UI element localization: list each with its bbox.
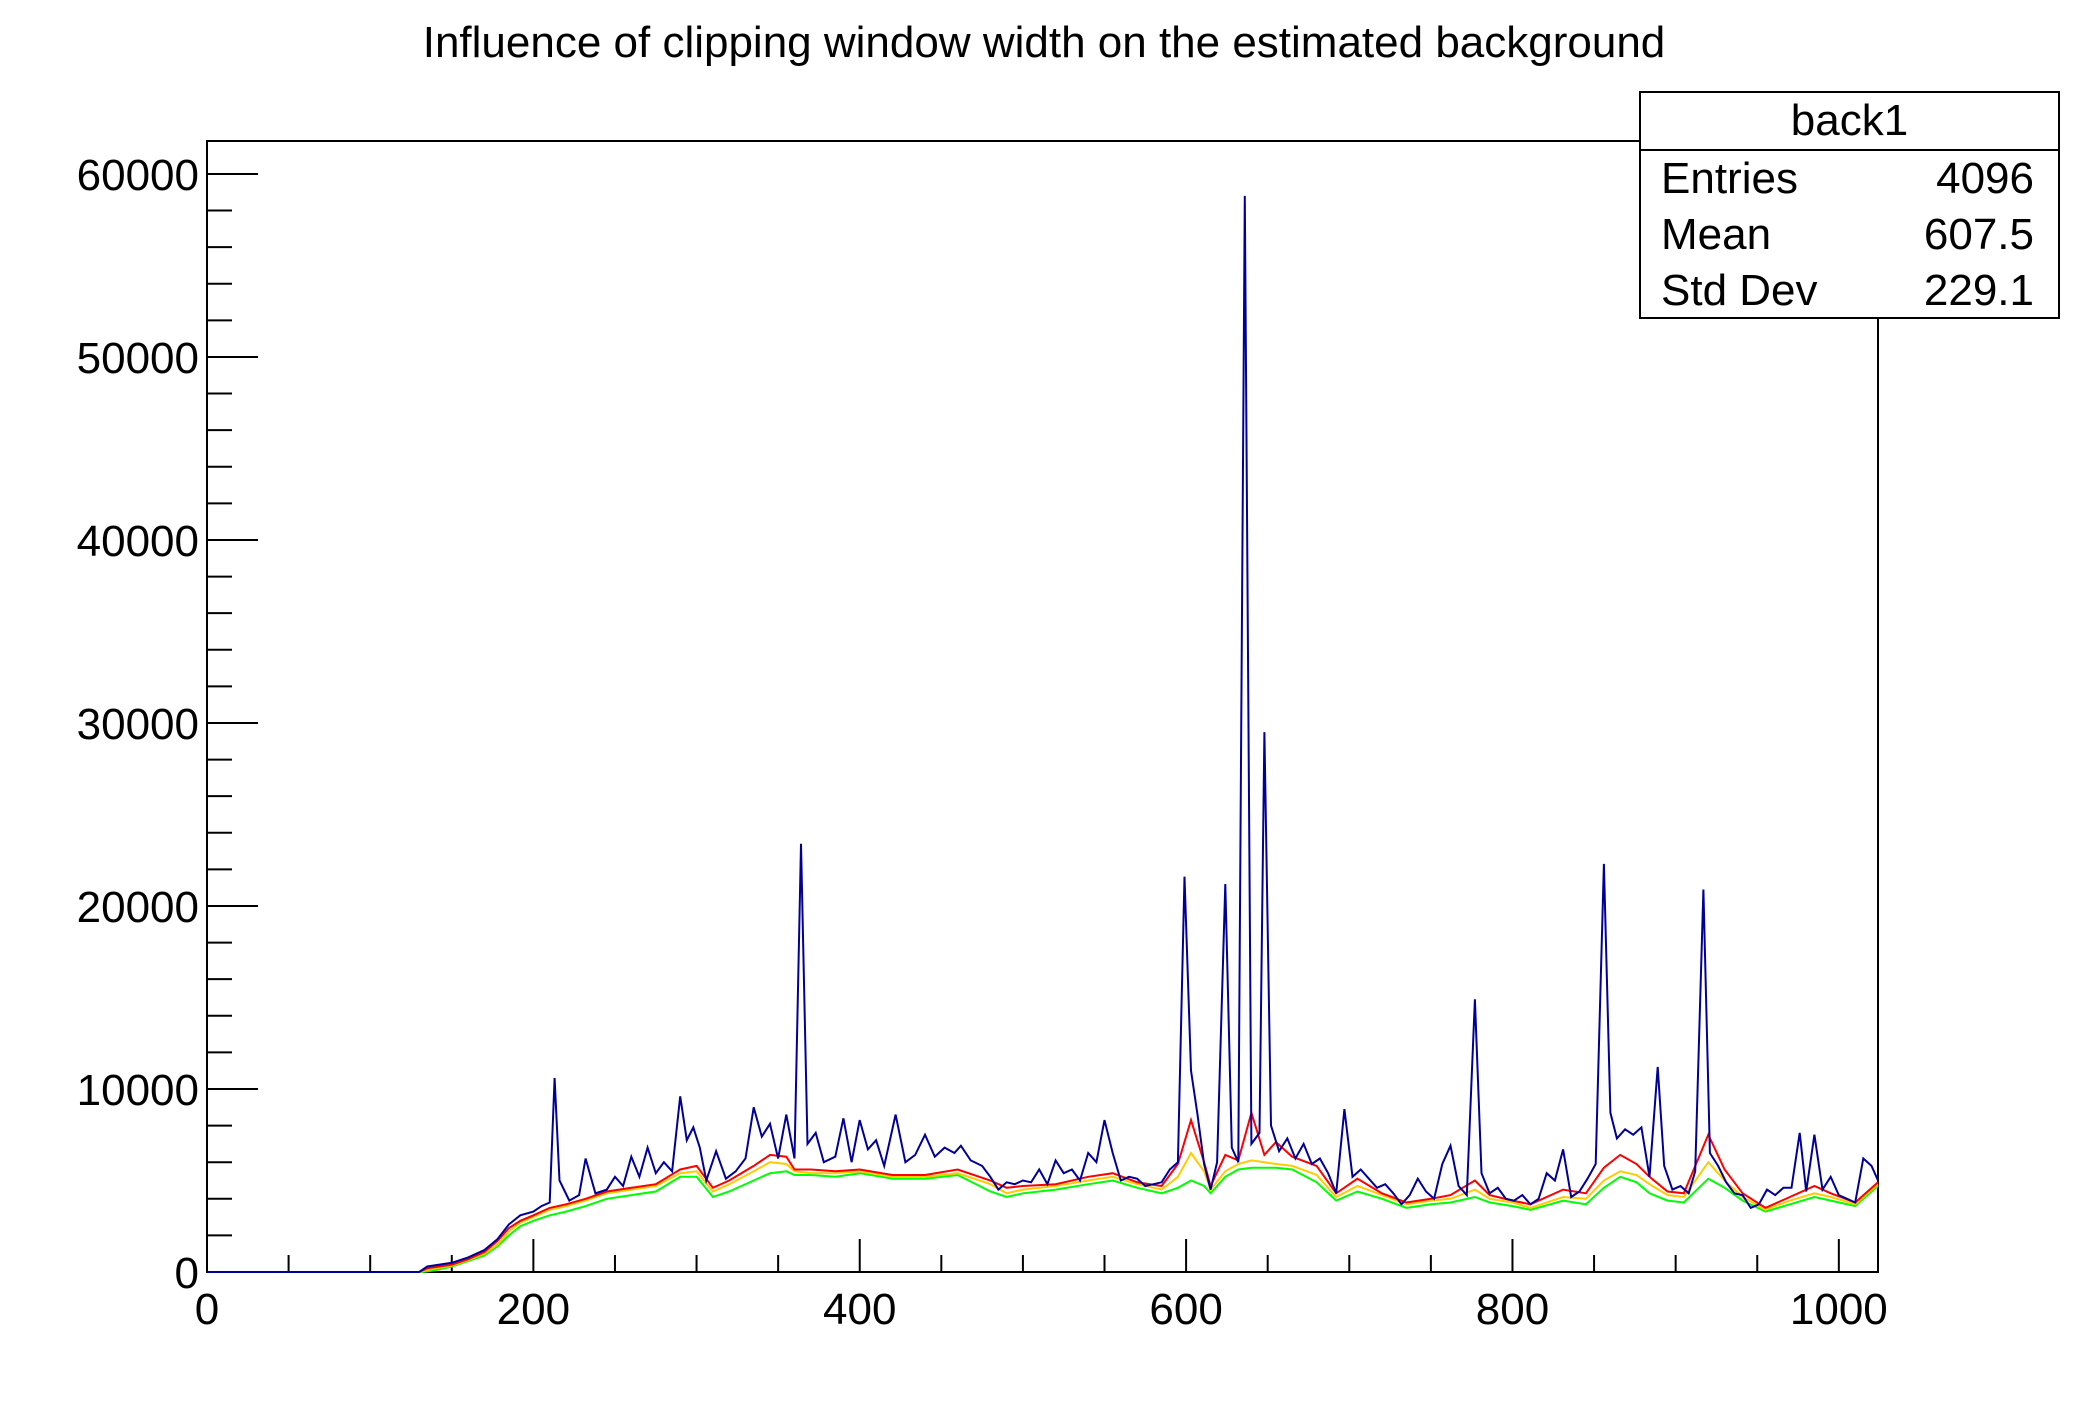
series-line [207,195,1879,1273]
y-tick-label: 30000 [77,700,199,749]
axes: 0 10000 20000 30000 40000 50000 60000 0 200 400 60… [77,140,1888,1334]
stats-row-entries: Entries 4096 [1641,151,2058,207]
stats-box-title: back1 [1641,93,2058,151]
x-tick-label: 400 [823,1285,896,1334]
stats-value: 229.1 [1923,266,2034,315]
plot-frame [206,140,1879,1273]
series-group [207,195,1879,1273]
x-tick-label: 0 [195,1285,219,1334]
y-tick-label: 50000 [77,334,199,383]
y-tick-label: 20000 [77,883,199,932]
stats-label: Mean [1661,210,1772,259]
x-tick-label: 600 [1149,1285,1222,1334]
x-tick-label: 200 [497,1285,570,1334]
x-tick-label: 1000 [1790,1285,1888,1334]
y-tick-label: 40000 [77,517,199,566]
y-tick-label: 60000 [77,151,199,200]
series-line [207,1151,1879,1273]
stats-row-stddev: Std Dev 229.1 [1641,263,2058,319]
stats-label: Entries [1661,154,1798,203]
stats-value: 4096 [1936,154,2034,203]
series-line [207,1166,1879,1273]
y-tick-label: 10000 [77,1066,199,1115]
stats-value: 607.5 [1923,210,2034,259]
stats-box: back1 Entries 4096 Mean 607.5 Std Dev 22… [1639,91,2060,319]
stats-label: Std Dev [1661,266,1818,315]
series-line [207,1109,1879,1273]
y-tick-label: 0 [175,1249,199,1298]
stats-row-mean: Mean 607.5 [1641,207,2058,263]
chart-title: Influence of clipping window width on th… [422,18,1666,67]
x-tick-label: 800 [1476,1285,1549,1334]
